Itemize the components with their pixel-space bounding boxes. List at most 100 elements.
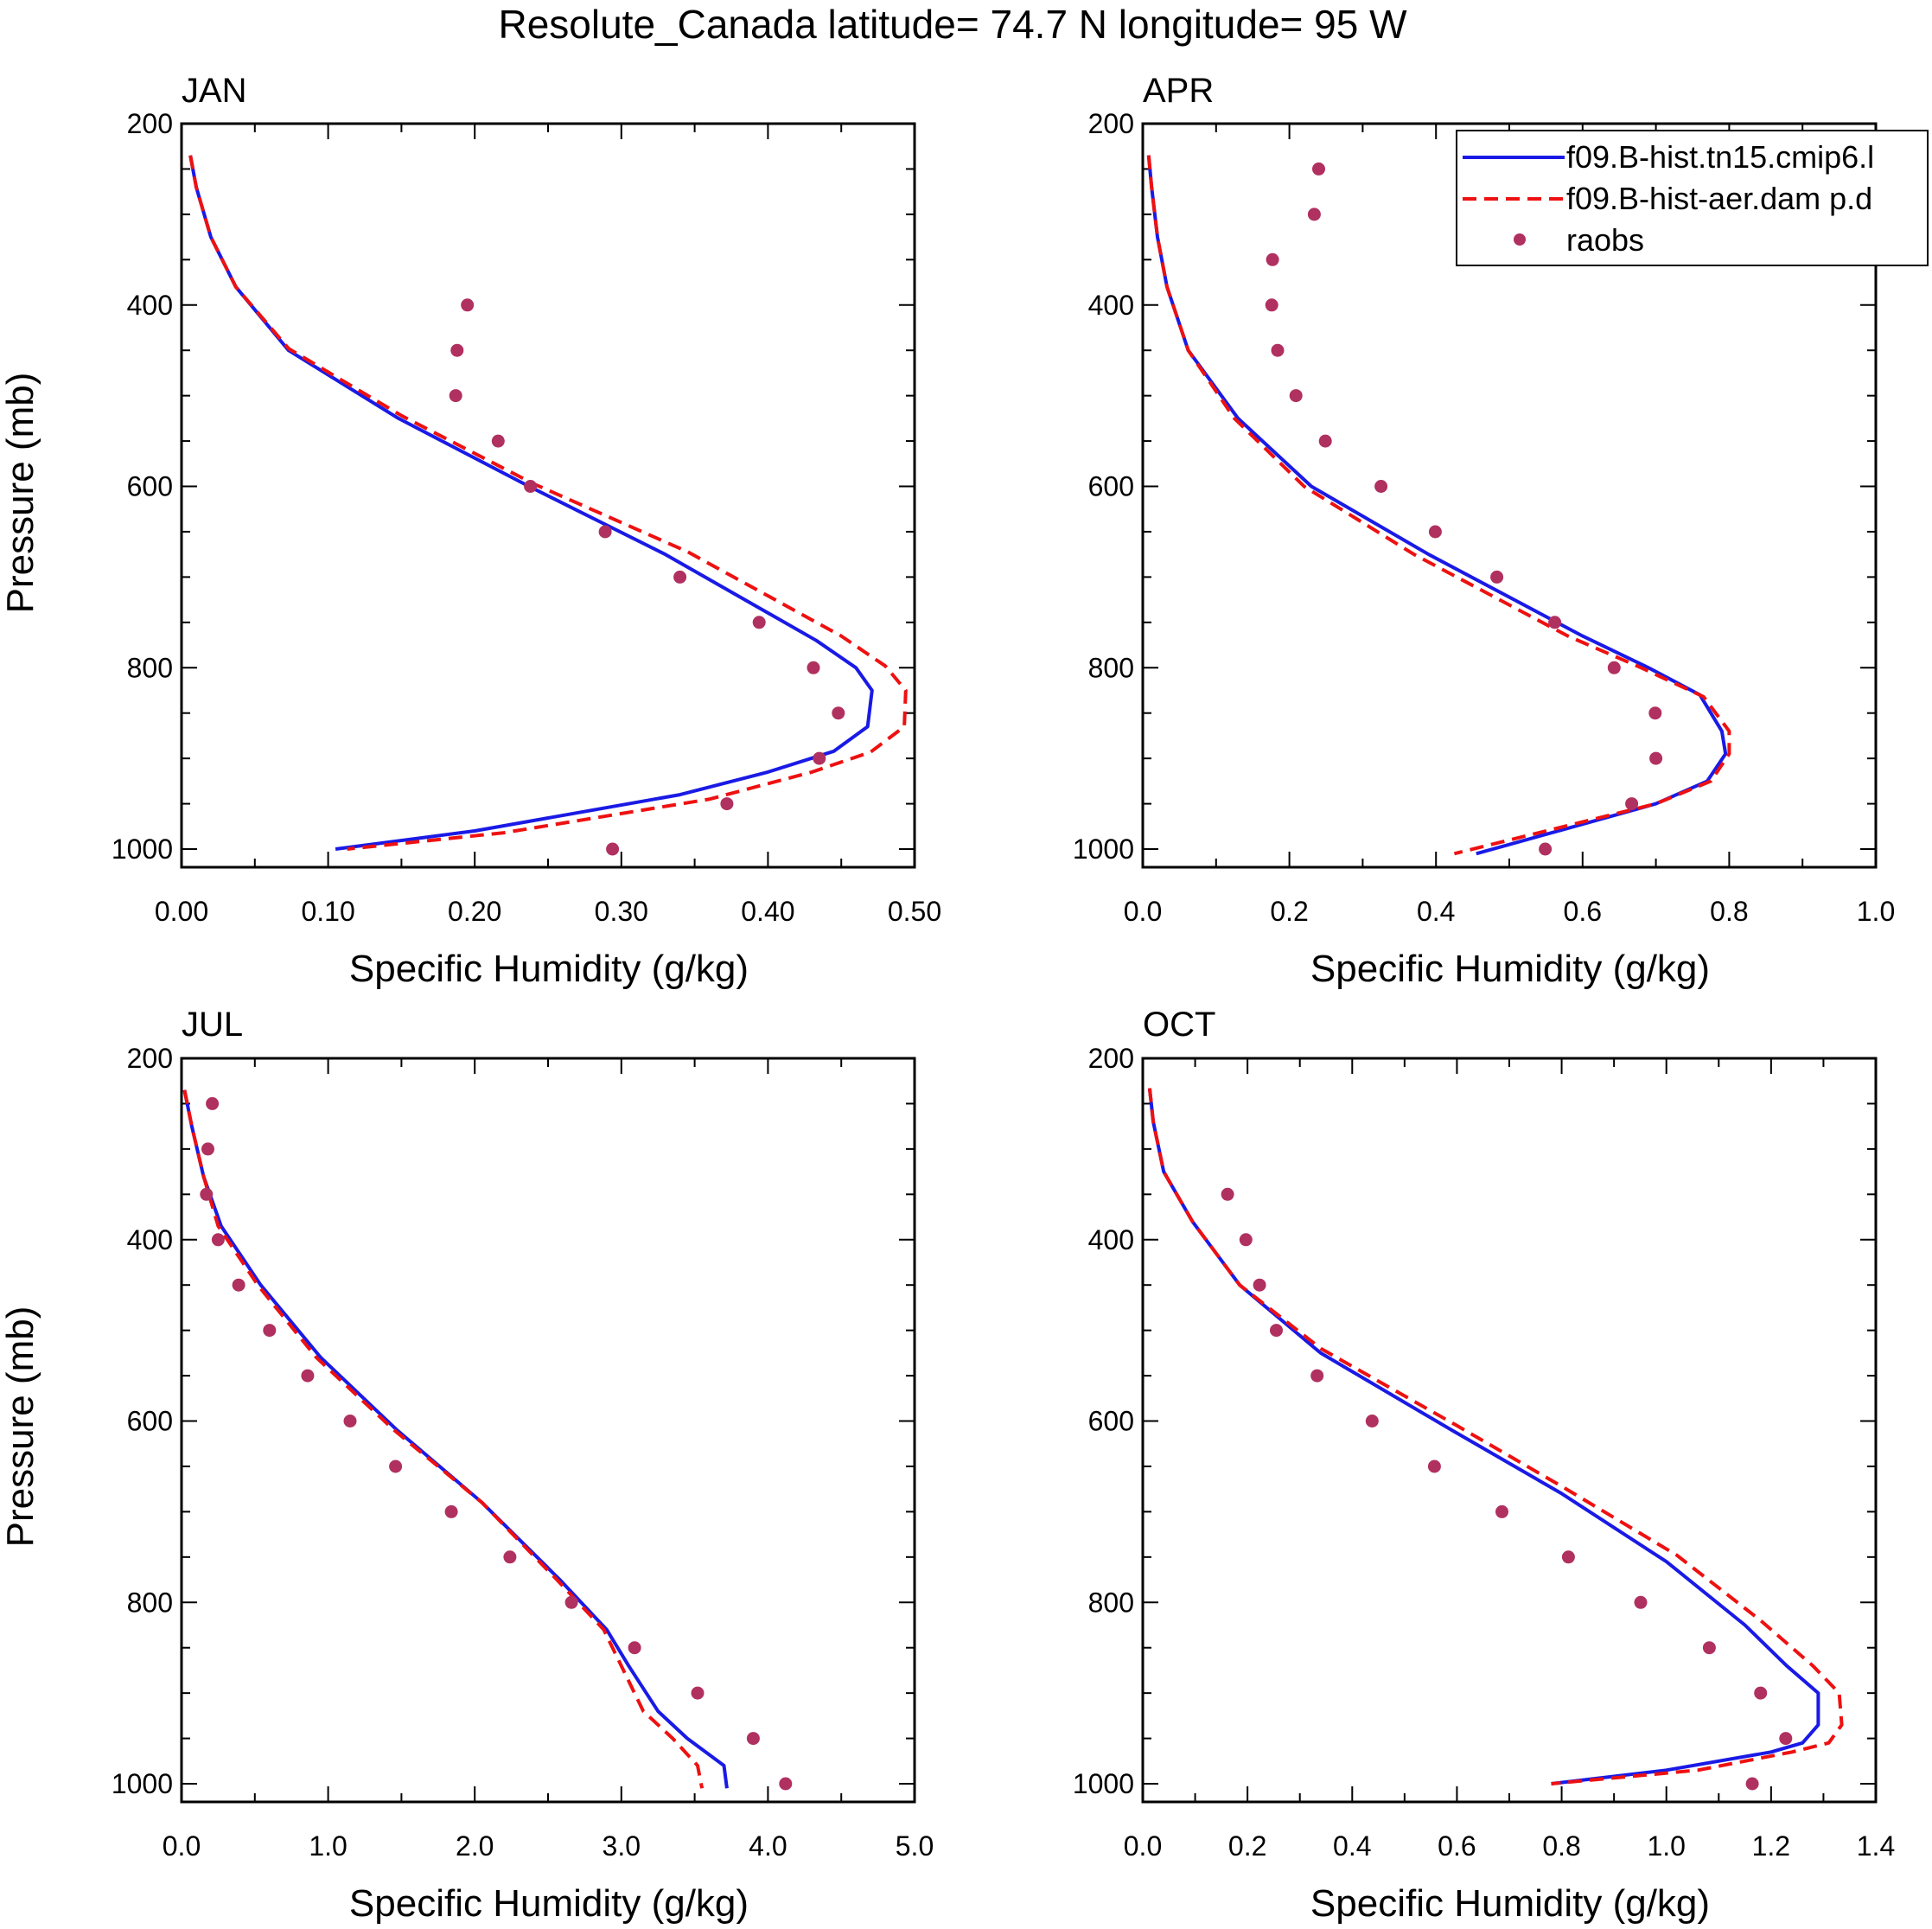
raobs-point (1266, 252, 1279, 266)
raobs-point (301, 1369, 315, 1383)
xtick-label: 1.0 (1857, 896, 1895, 927)
panel-label-oct: OCT (1143, 1006, 1215, 1044)
ytick-label: 600 (127, 1406, 173, 1437)
series-line-aer-jul (182, 1089, 705, 1789)
legend-marker-raobs (1514, 233, 1526, 246)
raobs-point (1318, 434, 1332, 448)
raobs-point (1548, 616, 1562, 629)
xtick-label: 0.2 (1228, 1830, 1266, 1862)
raobs-point (503, 1550, 517, 1564)
xtick-label: 1.2 (1752, 1830, 1790, 1862)
xtick-label: 0.2 (1270, 896, 1308, 927)
xtick-label: 0.4 (1333, 1830, 1371, 1862)
raobs-point (752, 616, 766, 629)
ytick-label: 200 (127, 108, 173, 139)
ytick-label: 1000 (112, 834, 173, 865)
raobs-point (524, 480, 538, 493)
raobs-point (450, 343, 464, 357)
raobs-point (201, 1142, 214, 1156)
xtick-label: 2.0 (456, 1830, 494, 1862)
raobs-point (807, 661, 820, 674)
xtick-label: 0.0 (1124, 1830, 1162, 1862)
raobs-point (1607, 661, 1621, 674)
xtick-label: 0.6 (1438, 1830, 1476, 1862)
raobs-point (1221, 1187, 1234, 1201)
series-line-aer-oct (1147, 1088, 1844, 1785)
ytick-label: 800 (127, 1587, 173, 1618)
legend-label-model2: f09.B-hist-aer.dam p.d (1566, 181, 1872, 216)
raobs-point (1270, 1324, 1283, 1338)
raobs-point (1702, 1641, 1716, 1655)
raobs-point (1365, 1415, 1379, 1428)
raobs-point (1310, 1369, 1324, 1383)
raobs-point (1307, 208, 1321, 221)
xtick-label: 1.4 (1857, 1830, 1895, 1862)
raobs-point (200, 1187, 214, 1201)
raobs-point (832, 706, 845, 720)
raobs-point (1754, 1686, 1768, 1700)
panel-label-jan: JAN (182, 72, 247, 110)
raobs-point (263, 1324, 277, 1338)
raobs-point (673, 570, 687, 584)
raobs-point (598, 525, 612, 539)
raobs-point (449, 389, 462, 403)
ytick-label: 600 (1088, 471, 1134, 502)
panel-label-jul: JUL (182, 1006, 243, 1044)
panel-jul: JUL 0.0 1.0 2.0 3.0 4.0 5.0 200 400 600 800 1000 P… (0, 1006, 934, 1925)
raobs-point (1495, 1504, 1508, 1518)
plot-area-apr: 0.0 0.2 0.4 0.6 0.8 1.0 200 400 600 800 1000 (1073, 108, 1895, 927)
plot-frame-jul (180, 1057, 916, 1804)
raobs-point (1625, 797, 1639, 811)
raobs-point (1312, 162, 1325, 176)
figure-title: Resolute_Canada latitude= 74.7 N longitu… (498, 2, 1407, 47)
raobs-point (1374, 480, 1388, 493)
ytick-label: 600 (127, 471, 173, 502)
xtick-label: 0.20 (448, 896, 501, 927)
xtick-label: 0.40 (741, 896, 794, 927)
series-line-aer-apr (1146, 155, 1731, 856)
plot-area-oct: 0.0 0.2 0.4 0.6 0.8 1.0 1.2 1.4 200 400 600 800 1000 (1073, 1043, 1895, 1862)
raobs-point (1539, 842, 1553, 856)
ytick-label: 600 (1088, 1406, 1134, 1437)
raobs-point (206, 1096, 220, 1110)
xtick-label: 1.0 (309, 1830, 347, 1862)
raobs-point (1428, 525, 1442, 539)
raobs-point (1648, 706, 1662, 720)
raobs-point (746, 1732, 760, 1746)
ylabel-jan: Pressure (mb) (0, 373, 41, 614)
raobs-point (1634, 1595, 1648, 1609)
series-line-aer-jan (188, 155, 908, 851)
ytick-label: 1000 (1073, 834, 1134, 865)
legend-label-model1: f09.B-hist.tn15.cmip6.l (1566, 139, 1874, 175)
raobs-point (691, 1686, 705, 1700)
raobs-point (1265, 298, 1278, 312)
xtick-label: 0.0 (1124, 896, 1162, 927)
xtick-label: 0.8 (1542, 1830, 1580, 1862)
raobs-point (232, 1278, 245, 1292)
xtick-label: 3.0 (603, 1830, 641, 1862)
raobs-point (564, 1595, 578, 1609)
xtick-label: 0.50 (888, 896, 941, 927)
ytick-label: 400 (1088, 290, 1134, 321)
raobs-point (1779, 1732, 1793, 1746)
raobs-point (628, 1641, 641, 1655)
panel-oct: OCT 0.0 0.2 0.4 0.6 0.8 1.0 1.2 1.4 200 400 600 800… (1073, 1006, 1895, 1925)
ytick-label: 1000 (1073, 1768, 1134, 1799)
xtick-label: 1.0 (1647, 1830, 1685, 1862)
legend: f09.B-hist.tn15.cmip6.l f09.B-hist-aer.d… (1456, 130, 1929, 266)
raobs-point (211, 1233, 225, 1247)
raobs-point (444, 1504, 458, 1518)
xlabel-apr: Specific Humidity (g/kg) (1310, 948, 1710, 990)
raobs-point (1289, 389, 1303, 403)
xtick-label: 0.10 (301, 896, 354, 927)
raobs-point (1745, 1777, 1759, 1791)
plot-area-jan: 0.00 0.10 0.20 0.30 0.40 0.50 200 400 600 800 1000 (112, 108, 941, 927)
xlabel-jul: Specific Humidity (g/kg) (349, 1882, 749, 1925)
plot-area-jul: 0.0 1.0 2.0 3.0 4.0 5.0 200 400 600 800 1000 (112, 1043, 934, 1862)
raobs-point (491, 434, 505, 448)
raobs-point (1271, 343, 1285, 357)
raobs-point (1427, 1460, 1441, 1473)
ytick-label: 800 (127, 652, 173, 683)
xtick-label: 0.4 (1417, 896, 1455, 927)
xtick-label: 4.0 (749, 1830, 787, 1862)
